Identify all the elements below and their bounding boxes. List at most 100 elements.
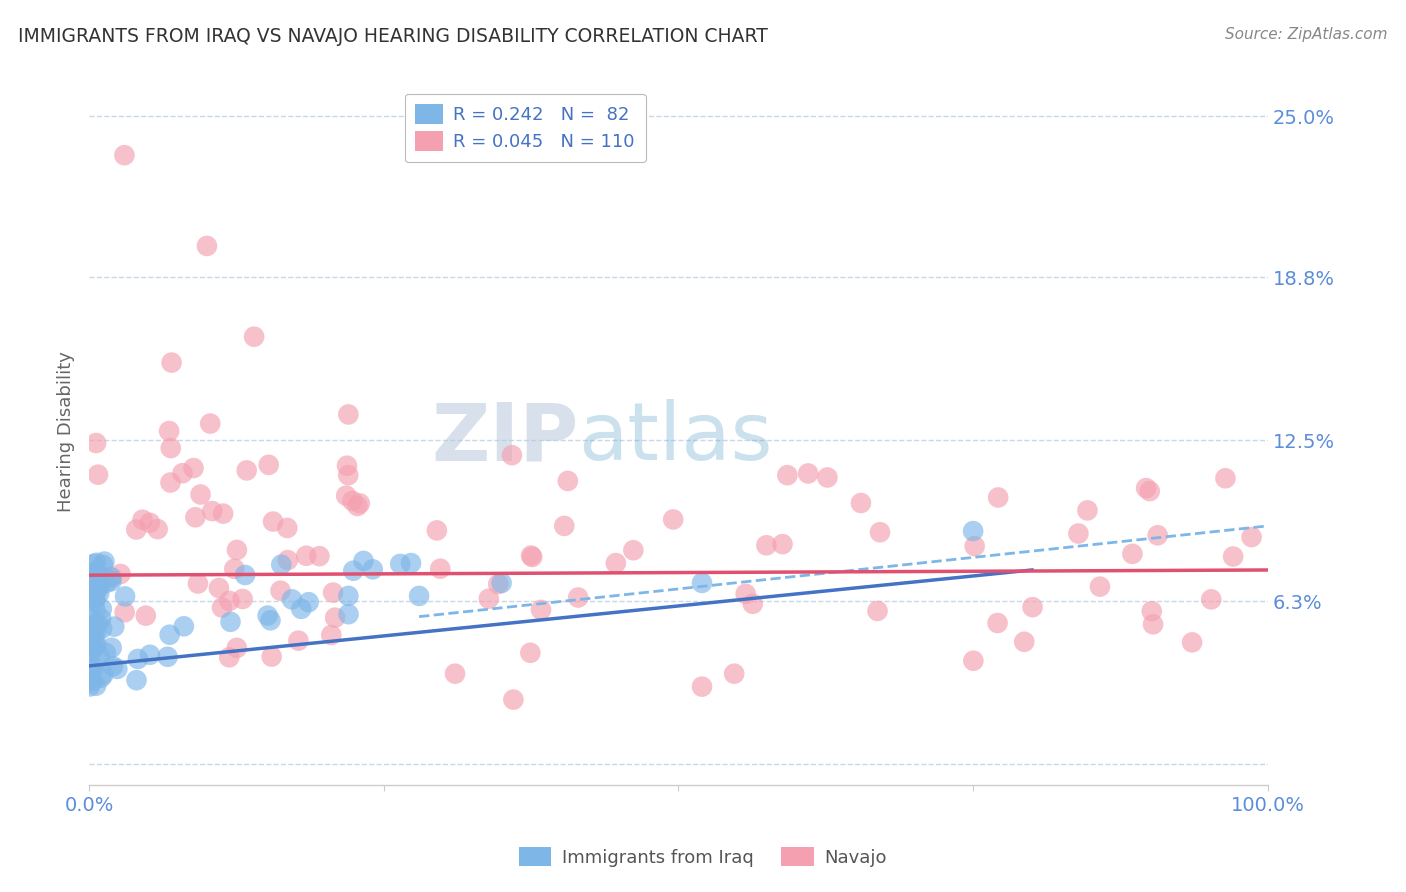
Y-axis label: Hearing Disability: Hearing Disability	[58, 351, 75, 512]
Point	[83, 588, 105, 602]
Point	[208, 581, 231, 595]
Point	[662, 512, 685, 526]
Point	[98, 570, 121, 584]
Point	[131, 513, 153, 527]
Point	[1199, 592, 1222, 607]
Point	[125, 673, 148, 688]
Point	[486, 577, 509, 591]
Point	[160, 355, 183, 369]
Point	[429, 562, 451, 576]
Point	[187, 576, 209, 591]
Point	[233, 568, 256, 582]
Point	[159, 441, 181, 455]
Point	[1215, 471, 1237, 485]
Point	[1121, 547, 1143, 561]
Point	[84, 603, 107, 617]
Point	[337, 468, 360, 483]
Point	[342, 564, 364, 578]
Point	[772, 537, 794, 551]
Point	[987, 491, 1010, 505]
Point	[93, 667, 115, 681]
Point	[100, 640, 122, 655]
Point	[295, 549, 318, 563]
Point	[139, 648, 162, 662]
Point	[139, 516, 162, 530]
Point	[114, 605, 136, 619]
Point	[963, 539, 986, 553]
Point	[90, 612, 112, 626]
Point	[1181, 635, 1204, 649]
Point	[79, 583, 101, 598]
Point	[522, 549, 544, 564]
Point	[80, 624, 103, 639]
Point	[79, 569, 101, 583]
Point	[553, 519, 575, 533]
Point	[103, 619, 125, 633]
Point	[83, 640, 105, 654]
Point	[426, 524, 449, 538]
Point	[734, 587, 756, 601]
Point	[741, 597, 763, 611]
Point	[1139, 484, 1161, 499]
Point	[87, 467, 110, 482]
Point	[83, 625, 105, 640]
Point	[346, 499, 368, 513]
Point	[82, 674, 104, 689]
Point	[259, 613, 281, 627]
Point	[1135, 481, 1157, 495]
Point	[815, 470, 838, 484]
Point	[200, 417, 222, 431]
Point	[101, 659, 124, 673]
Point	[337, 607, 360, 622]
Point	[100, 570, 122, 584]
Point	[866, 604, 889, 618]
Point	[723, 666, 745, 681]
Point	[93, 555, 115, 569]
Text: Source: ZipAtlas.com: Source: ZipAtlas.com	[1225, 27, 1388, 42]
Point	[225, 640, 247, 655]
Point	[776, 468, 799, 483]
Point	[1142, 617, 1164, 632]
Point	[444, 666, 467, 681]
Point	[105, 662, 128, 676]
Point	[1140, 604, 1163, 618]
Point	[256, 608, 278, 623]
Point	[91, 558, 114, 572]
Point	[478, 591, 501, 606]
Point	[797, 467, 820, 481]
Point	[298, 595, 321, 609]
Point	[218, 650, 240, 665]
Point	[83, 573, 105, 587]
Point	[243, 329, 266, 343]
Point	[83, 618, 105, 632]
Point	[96, 575, 118, 590]
Point	[86, 638, 108, 652]
Point	[342, 494, 364, 508]
Point	[501, 448, 523, 462]
Point	[173, 619, 195, 633]
Point	[226, 543, 249, 558]
Point	[135, 608, 157, 623]
Point	[83, 594, 105, 608]
Point	[80, 640, 103, 654]
Point	[1146, 528, 1168, 542]
Point	[84, 591, 107, 606]
Point	[287, 633, 309, 648]
Point	[336, 458, 359, 473]
Point	[1088, 580, 1111, 594]
Point	[84, 436, 107, 450]
Point	[219, 615, 242, 629]
Point	[86, 556, 108, 570]
Point	[82, 644, 104, 658]
Point	[257, 458, 280, 472]
Point	[408, 589, 430, 603]
Point	[79, 658, 101, 673]
Point	[557, 474, 579, 488]
Point	[157, 424, 180, 438]
Point	[100, 574, 122, 589]
Point	[183, 461, 205, 475]
Legend: R = 0.242   N =  82, R = 0.045   N = 110: R = 0.242 N = 82, R = 0.045 N = 110	[405, 94, 645, 162]
Point	[399, 556, 422, 570]
Point	[1076, 503, 1098, 517]
Point	[82, 576, 104, 591]
